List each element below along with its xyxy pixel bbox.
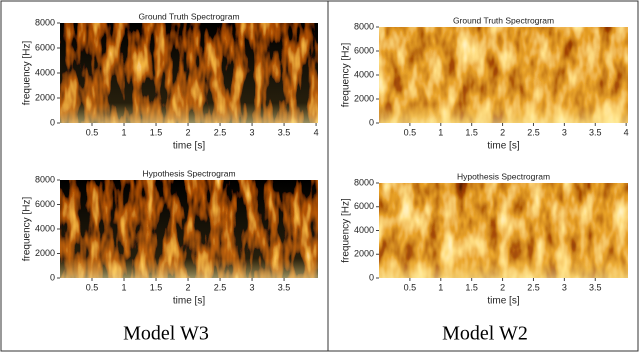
caption: Model W3 [123, 323, 209, 345]
x-tick-label: 2.5 [214, 127, 227, 137]
y-tick-label: 2000 [35, 92, 55, 102]
y-tick-label: 8000 [35, 17, 55, 27]
y-axis-label: frequency [Hz] [341, 198, 352, 263]
y-tick-label: 0 [50, 272, 55, 282]
x-tick-label: 4 [314, 127, 319, 137]
x-tick-label: 1.5 [465, 127, 478, 137]
spectrogram-glow [60, 180, 318, 278]
y-tick-label: 0 [369, 117, 374, 127]
y-tick-label: 4000 [354, 69, 374, 79]
x-tick-label: 2 [186, 282, 191, 292]
x-tick-label: 1.5 [150, 282, 163, 292]
y-tick-label: 2000 [35, 248, 55, 258]
x-axis-label: time [s] [487, 141, 519, 152]
y-tick-label: 8000 [354, 21, 374, 31]
x-tick-label: 0.5 [404, 282, 417, 292]
y-tick-label: 2000 [354, 249, 374, 259]
y-tick-label: 6000 [354, 201, 374, 211]
y-tick-label: 6000 [354, 45, 374, 55]
x-tick-label: 3.5 [589, 127, 602, 137]
x-tick-label: 1 [122, 282, 127, 292]
y-axis-label: frequency [Hz] [22, 197, 33, 262]
y-tick-label: 4000 [354, 225, 374, 235]
x-tick-label: 2.5 [527, 127, 540, 137]
x-tick-label: 1 [122, 127, 127, 137]
spectrogram-glow [379, 183, 628, 278]
x-tick-label: 1.5 [150, 127, 163, 137]
y-tick-label: 2000 [354, 93, 374, 103]
panel-title: Hypothesis Spectrogram [457, 171, 550, 181]
x-tick-label: 2 [500, 127, 505, 137]
y-tick-label: 6000 [35, 199, 55, 209]
x-tick-label: 2.5 [214, 282, 227, 292]
x-tick-label: 1 [438, 282, 443, 292]
y-axis-label: frequency [Hz] [341, 43, 352, 108]
x-axis-label: time [s] [487, 296, 519, 307]
x-tick-label: 3 [562, 127, 567, 137]
x-tick-label: 3 [250, 127, 255, 137]
x-tick-label: 4 [624, 127, 629, 137]
x-axis-label: time [s] [173, 141, 205, 152]
x-tick-label: 3 [562, 282, 567, 292]
x-tick-label: 2 [500, 282, 505, 292]
x-tick-label: 0.5 [86, 127, 99, 137]
spectrogram-glow [60, 23, 318, 123]
panel-title: Ground Truth Spectrogram [138, 11, 239, 21]
y-tick-label: 8000 [35, 174, 55, 184]
x-tick-label: 2.5 [527, 282, 540, 292]
panel-title: Ground Truth Spectrogram [453, 15, 554, 25]
caption: Model W2 [442, 323, 528, 345]
x-tick-label: 3.5 [278, 127, 291, 137]
x-tick-label: 2 [186, 127, 191, 137]
x-tick-label: 3.5 [278, 282, 291, 292]
y-axis-label: frequency [Hz] [22, 41, 33, 106]
y-tick-label: 6000 [35, 42, 55, 52]
y-tick-label: 0 [50, 117, 55, 127]
x-tick-label: 3 [250, 282, 255, 292]
y-tick-label: 4000 [35, 223, 55, 233]
y-tick-label: 0 [369, 272, 374, 282]
y-tick-label: 4000 [35, 67, 55, 77]
y-tick-label: 8000 [354, 177, 374, 187]
x-tick-label: 3.5 [589, 282, 602, 292]
panel-title: Hypothesis Spectrogram [142, 168, 235, 178]
x-tick-label: 0.5 [404, 127, 417, 137]
spectrogram-glow [379, 27, 628, 123]
x-tick-label: 1 [438, 127, 443, 137]
x-tick-label: 1.5 [465, 282, 478, 292]
x-tick-label: 0.5 [86, 282, 99, 292]
x-axis-label: time [s] [173, 296, 205, 307]
